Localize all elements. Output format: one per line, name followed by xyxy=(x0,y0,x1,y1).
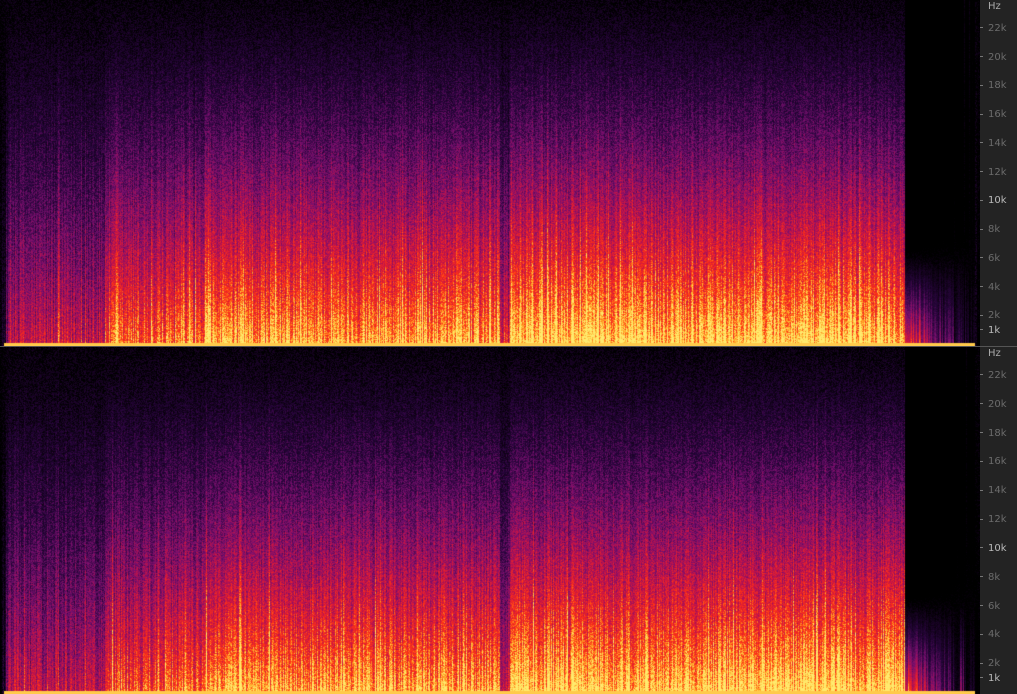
frequency-tick-label: 10k xyxy=(980,195,1007,207)
spectrogram-canvas[interactable] xyxy=(0,0,980,346)
spectrogram-track-right[interactable]: Hz 22k 20k 18k 16k 14k 12k 10k 8k 6k 4k 2k 1k xyxy=(0,347,1017,694)
frequency-tick-label: 8k xyxy=(980,224,1000,236)
frequency-tick-label: 18k xyxy=(980,428,1007,440)
frequency-tick-label: 1k xyxy=(980,325,1000,337)
frequency-tick-label: 14k xyxy=(980,485,1007,497)
frequency-tick-label: 4k xyxy=(980,282,1000,294)
frequency-unit-label: Hz xyxy=(988,348,1001,359)
frequency-tick-label: 12k xyxy=(980,167,1007,179)
frequency-ruler[interactable]: Hz 22k 20k 18k 16k 14k 12k 10k 8k 6k 4k 2k 1k xyxy=(980,0,1017,346)
frequency-unit-label: Hz xyxy=(988,1,1001,12)
spectrogram-track-left[interactable]: Hz 22k 20k 18k 16k 14k 12k 10k 8k 6k 4k 2k 1k xyxy=(0,0,1017,346)
frequency-tick-label: 22k xyxy=(980,23,1007,35)
frequency-tick-label: 14k xyxy=(980,138,1007,150)
frequency-tick-label: 2k xyxy=(980,310,1000,322)
frequency-tick-label: 8k xyxy=(980,572,1000,584)
frequency-tick-label: 6k xyxy=(980,253,1000,265)
frequency-tick-label: 12k xyxy=(980,514,1007,526)
frequency-tick-label: 10k xyxy=(980,543,1007,555)
frequency-tick-label: 4k xyxy=(980,629,1000,641)
frequency-ruler[interactable]: Hz 22k 20k 18k 16k 14k 12k 10k 8k 6k 4k 2k 1k xyxy=(980,347,1017,694)
frequency-tick-label: 1k xyxy=(980,673,1000,685)
frequency-tick-label: 6k xyxy=(980,601,1000,613)
frequency-tick-label: 2k xyxy=(980,658,1000,670)
track-divider[interactable] xyxy=(0,346,1017,347)
frequency-tick-label: 18k xyxy=(980,80,1007,92)
spectrogram-canvas[interactable] xyxy=(0,347,980,694)
frequency-tick-label: 22k xyxy=(980,370,1007,382)
frequency-tick-label: 16k xyxy=(980,456,1007,468)
frequency-tick-label: 16k xyxy=(980,109,1007,121)
frequency-tick-label: 20k xyxy=(980,399,1007,411)
frequency-tick-label: 20k xyxy=(980,52,1007,64)
